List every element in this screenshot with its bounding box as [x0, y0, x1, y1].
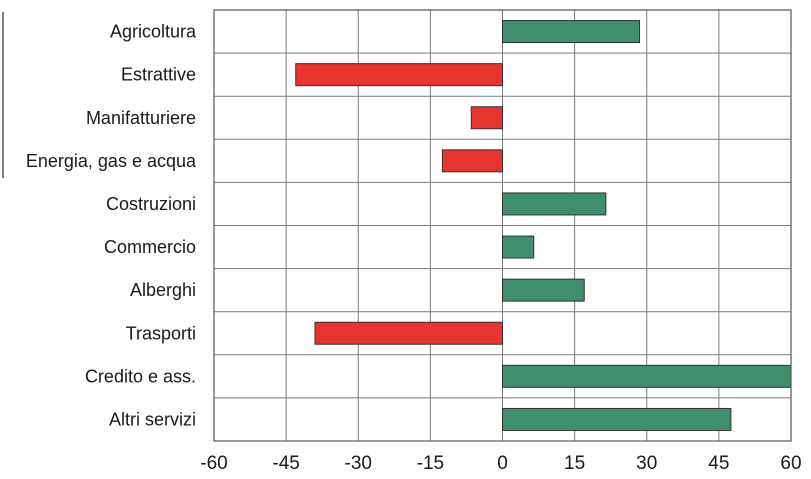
bar-altri-servizi: [502, 407, 732, 431]
bars: [295, 20, 792, 431]
category-label: Agricoltura: [110, 22, 197, 42]
category-label: Altri servizi: [109, 409, 196, 429]
bar-costruzioni: [502, 192, 607, 216]
bar-estrattive: [295, 63, 503, 87]
x-tick-label: -45: [272, 453, 299, 474]
bar-commercio: [502, 235, 535, 259]
plot-frame: [213, 9, 792, 442]
category-label: Costruzioni: [106, 194, 196, 214]
bar-credito-e-ass: [502, 364, 792, 388]
x-tick-label: 0: [497, 453, 508, 474]
x-tick-label: 45: [708, 453, 729, 474]
category-label: Manifatturiere: [86, 108, 196, 128]
category-label: Estrattive: [121, 65, 196, 85]
x-tick-label: 30: [636, 453, 657, 474]
x-tick-label: -15: [417, 453, 444, 474]
category-label: Commercio: [104, 237, 196, 257]
bar-trasporti: [314, 321, 503, 345]
category-label: Credito e ass.: [85, 366, 196, 386]
category-labels: Agricoltura Estrattive Manifatturiere Energ…: [26, 22, 197, 430]
x-tick-label: -30: [345, 453, 372, 474]
bar-energia-gas-e-acqua: [441, 149, 504, 173]
bar-alberghi: [502, 278, 585, 302]
category-label: Alberghi: [130, 280, 196, 300]
x-tick-label: 15: [564, 453, 585, 474]
grid: [213, 10, 792, 441]
category-label: Energia, gas e acqua: [26, 151, 197, 171]
bar-manifatturiere: [470, 106, 503, 130]
bar-agricoltura: [502, 20, 641, 44]
category-label: Trasporti: [126, 323, 196, 343]
x-tick-label: -60: [200, 453, 227, 474]
x-tick-labels: -60 -45 -30 -15 0 15 30 45 60: [200, 453, 801, 474]
x-tick-label: 60: [780, 453, 801, 474]
